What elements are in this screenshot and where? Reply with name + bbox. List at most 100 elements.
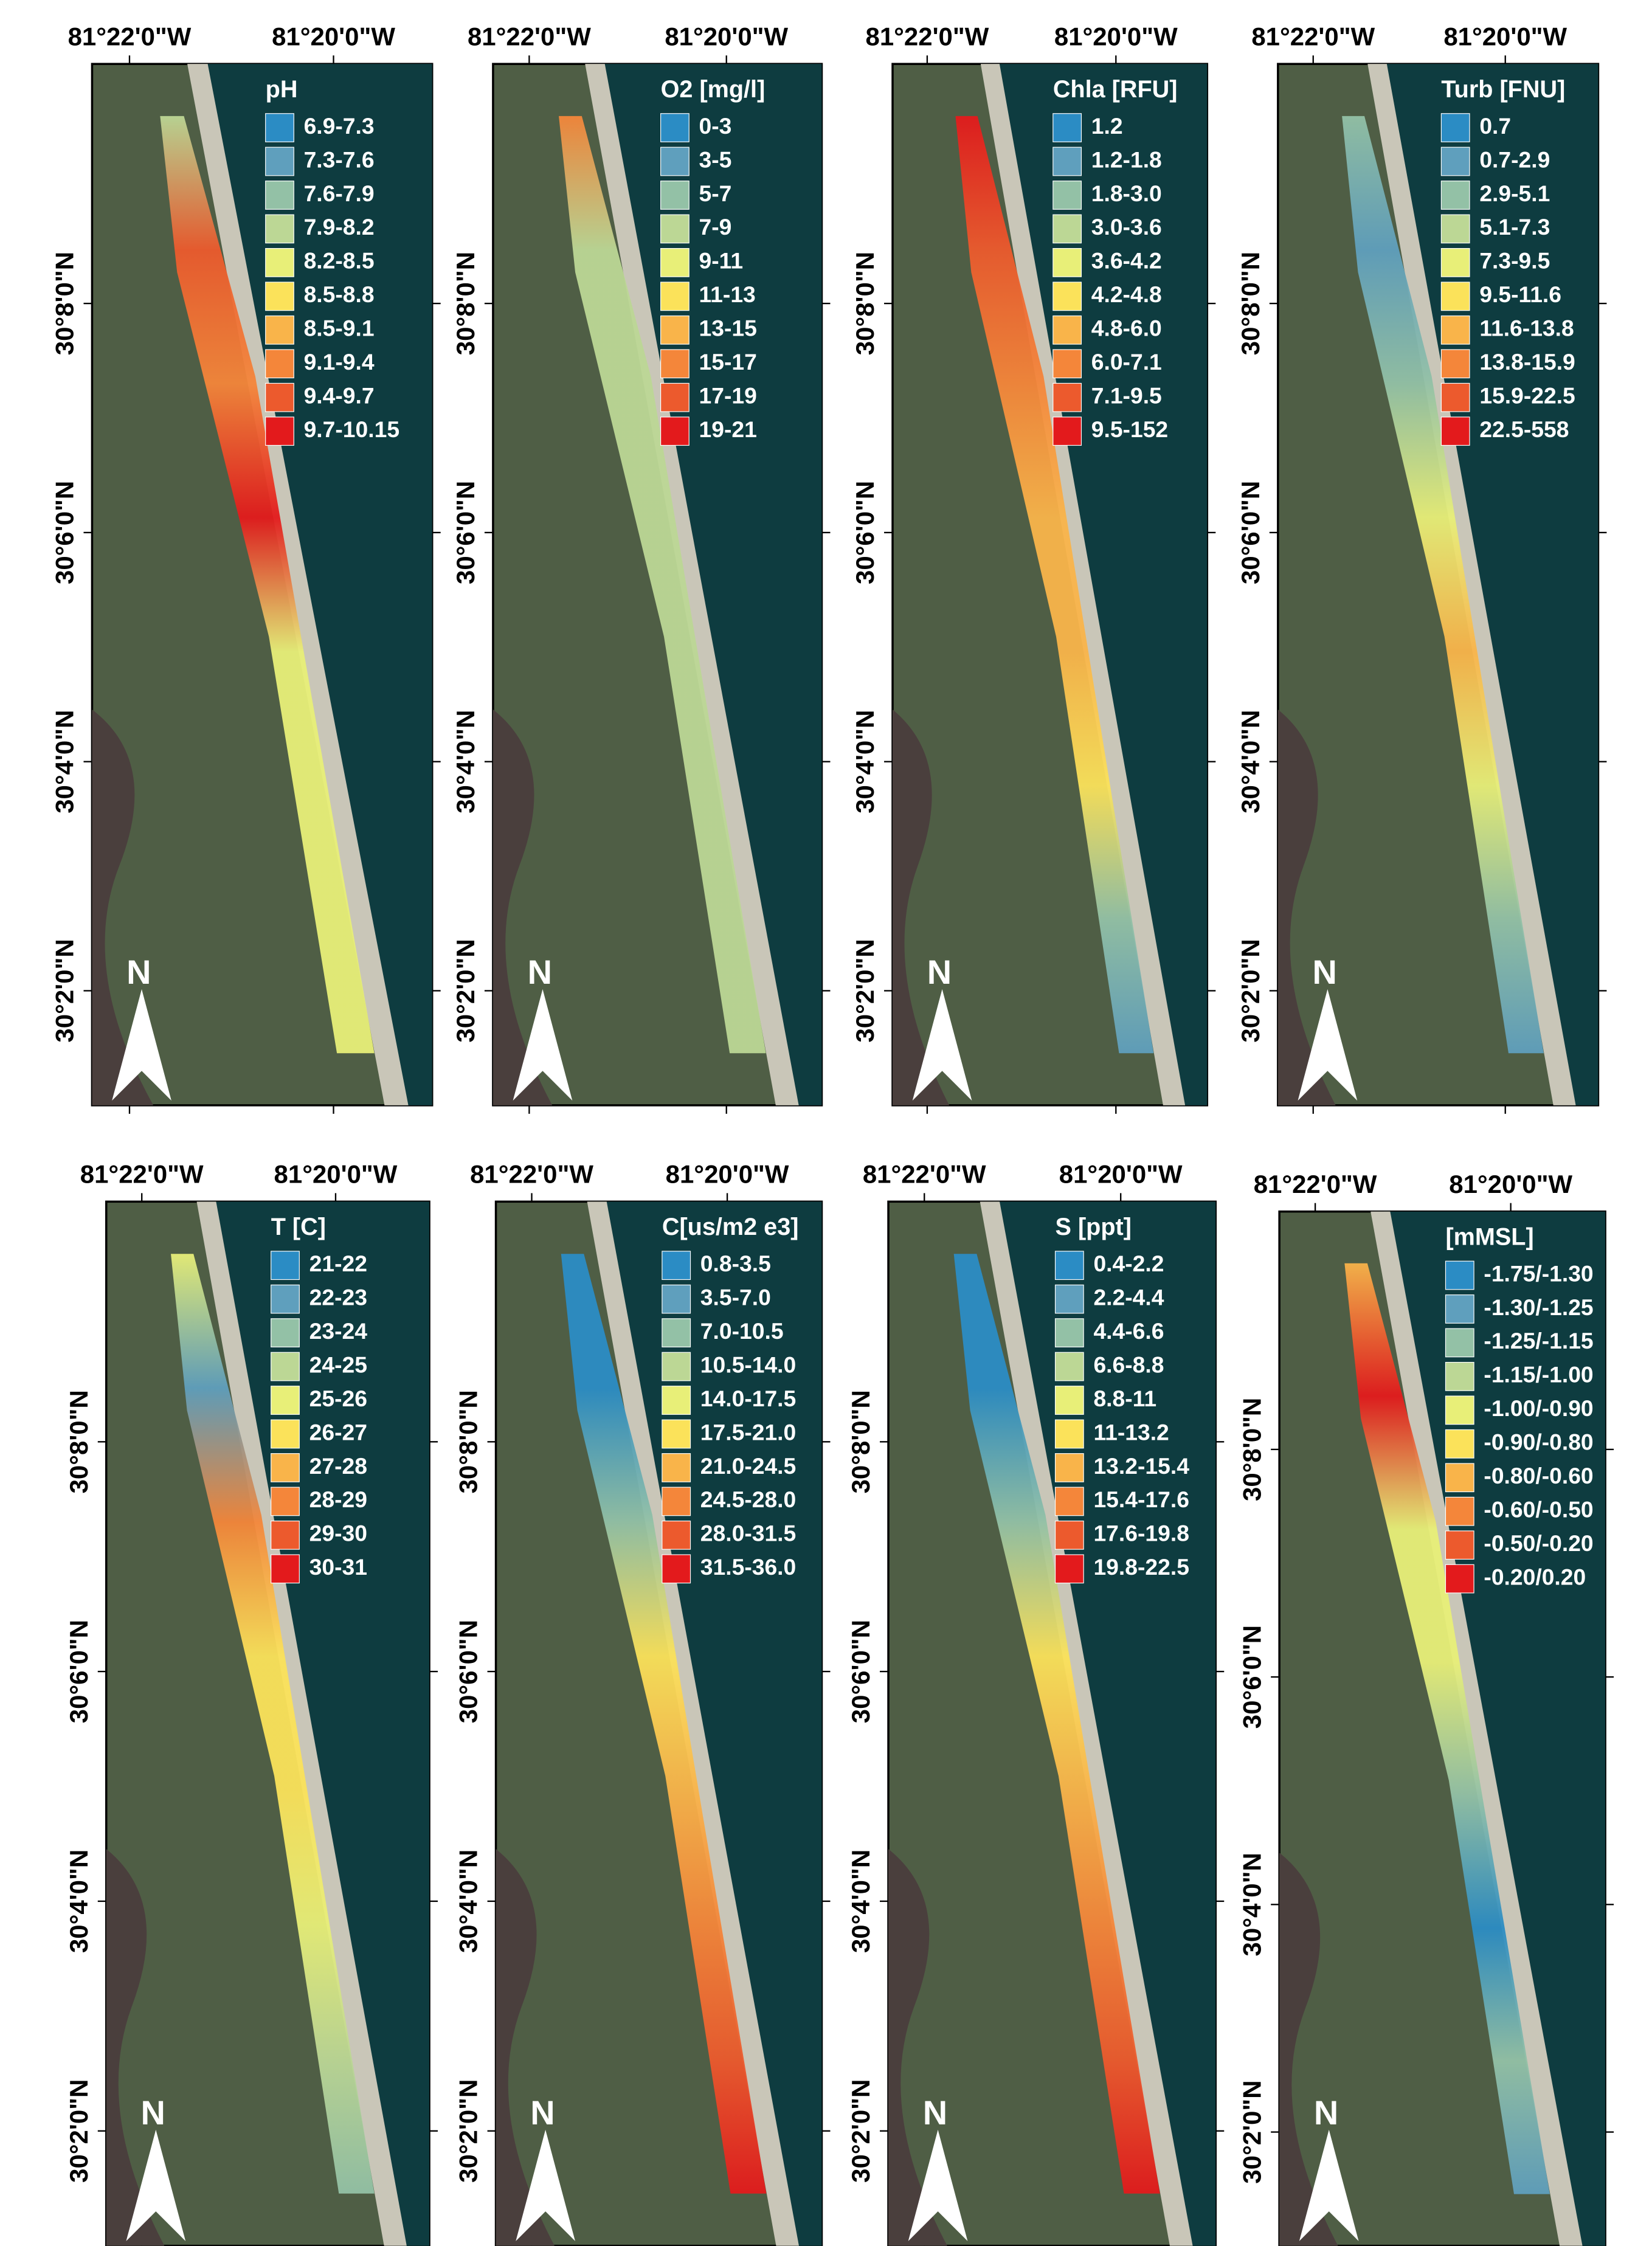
legend-swatch [266,417,294,446]
legend-label: 22.5-558 [1479,416,1569,442]
lat-label: 30°6'0"N [1236,481,1265,584]
legend-swatch [661,181,689,210]
legend-swatch [271,1319,300,1347]
lat-label: 30°8'0"N [454,1390,483,1493]
map-panel: pH6.9-7.37.3-7.67.6-7.97.9-8.28.2-8.58.5… [50,22,441,1114]
legend-label: 26-27 [309,1419,367,1445]
legend-label: 0.4-2.2 [1093,1251,1164,1276]
legend-swatch [1441,383,1470,412]
legend-label: 30-31 [309,1554,367,1580]
legend-swatch [1441,350,1470,378]
legend-label: 21.0-24.5 [700,1453,796,1479]
legend-swatch [661,114,689,142]
lon-label: 81°20'0"W [666,1159,789,1188]
lat-label: 30°2'0"N [451,939,480,1042]
legend-label: 7.3-7.6 [304,147,375,172]
lon-label: 81°20'0"W [1449,1170,1572,1198]
legend-swatch [1445,1429,1474,1458]
legend-label: 3.0-3.6 [1091,214,1162,240]
lon-label: 81°22'0"W [863,1159,986,1188]
legend-swatch [1445,1295,1474,1324]
lat-label: 30°2'0"N [64,2079,93,2183]
legend-swatch [662,1251,691,1280]
map-panel: [mMSL]-1.75/-1.30-1.30/-1.25-1.25/-1.15-… [1237,1170,1614,2246]
legend-swatch [1053,383,1082,412]
legend-swatch [661,350,689,378]
legend-label: 17.5-21.0 [700,1419,796,1445]
lat-label: 30°8'0"N [1236,252,1265,355]
legend-label: 9.5-11.6 [1479,282,1561,307]
legend-swatch [1056,1454,1084,1482]
legend-swatch [662,1521,691,1550]
lat-label: 30°6'0"N [851,481,879,584]
lon-label: 81°22'0"W [468,22,591,50]
legend-swatch [1056,1386,1084,1415]
lat-label: 30°6'0"N [1237,1625,1266,1729]
legend-swatch [271,1521,300,1550]
lon-label: 81°20'0"W [665,22,788,50]
legend-swatch [266,316,294,344]
legend-label: 19-21 [699,416,757,442]
legend-label: 23-24 [309,1318,368,1344]
legend-swatch [266,249,294,277]
legend-swatch [271,1285,300,1313]
legend-label: 0.8-3.5 [700,1251,771,1276]
lon-label: 81°20'0"W [1054,22,1178,50]
legend-label: 8.2-8.5 [304,248,375,274]
legend-swatch [1053,215,1082,243]
legend-swatch [1056,1420,1084,1448]
legend-swatch [1053,316,1082,344]
legend-label: 27-28 [309,1453,367,1479]
legend-label: 10.5-14.0 [700,1352,796,1377]
legend-swatch [661,147,689,176]
legend-swatch [1445,1329,1474,1357]
lat-label: 30°8'0"N [451,252,480,355]
legend-swatch [266,383,294,412]
lat-label: 30°2'0"N [454,2079,483,2183]
map-panel: C[us/m2 e3]0.8-3.53.5-7.07.0-10.510.5-14… [454,1159,831,2246]
lat-label: 30°8'0"N [64,1390,93,1493]
legend-swatch [271,1251,300,1280]
legend-label: 7.0-10.5 [700,1318,784,1344]
legend-swatch [271,1386,300,1415]
legend-swatch [1445,1497,1474,1526]
legend-label: 0-3 [699,113,732,139]
legend-swatch [1056,1285,1084,1313]
legend-label: 8.5-9.1 [304,316,375,341]
lat-label: 30°2'0"N [846,2079,875,2183]
lon-label: 81°20'0"W [1059,1159,1183,1188]
legend-label: 29-30 [309,1521,367,1546]
legend-label: 31.5-36.0 [700,1554,796,1580]
legend-title: [mMSL] [1445,1223,1533,1250]
legend-label: 9.7-10.15 [304,416,399,442]
map-panel: O2 [mg/l]0-33-55-77-99-1111-1313-1515-17… [451,22,830,1114]
legend-label: 28-29 [309,1487,367,1512]
legend-label: -0.20/0.20 [1484,1564,1586,1589]
legend-swatch [1441,282,1470,311]
map-panel: Turb [FNU]0.70.7-2.92.9-5.15.1-7.37.3-9.… [1236,22,1606,1114]
legend-label: 24.5-28.0 [700,1487,796,1512]
legend-swatch [266,350,294,378]
legend-swatch [271,1487,300,1516]
lon-label: 81°22'0"W [80,1159,204,1188]
legend-swatch [1445,1531,1474,1560]
legend-label: 7.9-8.2 [304,214,375,240]
north-label: N [126,953,151,991]
legend-swatch [662,1454,691,1482]
legend-swatch [1445,1564,1474,1593]
legend-swatch [1445,1363,1474,1391]
legend-swatch [266,114,294,142]
legend-swatch [1441,417,1470,446]
legend-title: Chla [RFU] [1053,76,1178,103]
legend-swatch [266,147,294,176]
legend-swatch [266,215,294,243]
legend-label: 11.6-13.8 [1479,316,1574,341]
legend-swatch [271,1420,300,1448]
legend-swatch [662,1420,691,1448]
legend-label: 9-11 [699,248,744,274]
lat-label: 30°6'0"N [846,1620,875,1723]
legend-label: 6.0-7.1 [1091,349,1162,375]
lon-label: 81°22'0"W [1251,22,1375,50]
legend-label: 3.6-4.2 [1091,248,1162,274]
legend-swatch [1441,114,1470,142]
